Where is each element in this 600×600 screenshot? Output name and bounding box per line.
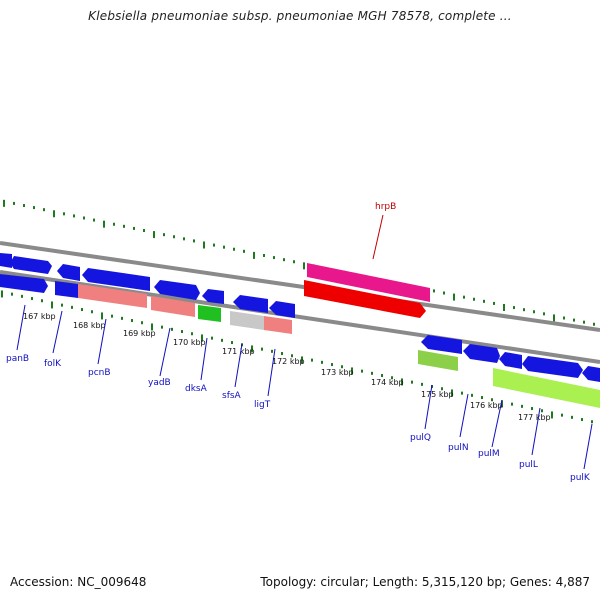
kbp-label: 168 kbp <box>73 321 106 330</box>
kbp-label: 174 kbp <box>371 378 404 387</box>
map-title: Klebsiella pneumoniae subsp. pneumoniae … <box>88 9 512 23</box>
gene-feature <box>230 311 264 330</box>
kbp-label: 171 kbp <box>222 347 255 356</box>
gene-labels: panB folK pcnB yadB dksA sfsA ligT hrpB pulQ pulN… <box>6 202 593 483</box>
gene-feature <box>0 253 12 268</box>
hrpB-feature <box>307 263 430 302</box>
gene-feature <box>264 316 292 334</box>
outer-tick-ring <box>3 199 595 326</box>
gene-leader-line <box>159 327 171 377</box>
gene-feature <box>151 296 195 317</box>
gene-label-pulQ: pulQ <box>410 433 431 443</box>
gene-feature <box>418 350 458 371</box>
gene-label-folK: folK <box>44 359 62 369</box>
forward-strand-features <box>0 253 600 382</box>
gene-feature <box>522 356 583 378</box>
gene-label-pulK: pulK <box>570 473 591 483</box>
gene-label-ligT: ligT <box>254 400 271 410</box>
gene-feature <box>154 280 200 300</box>
gene-label-sfsA: sfsA <box>222 391 242 401</box>
gene-leader-line <box>234 343 243 388</box>
gene-feature <box>0 274 48 293</box>
gene-label-pulN: pulN <box>448 443 469 453</box>
gene-label-pcnB: pcnB <box>88 368 111 378</box>
gene-feature <box>421 335 462 354</box>
gene-feature <box>82 268 150 291</box>
kbp-label: 175 kbp <box>421 390 454 399</box>
gene-feature <box>10 256 52 274</box>
gene-leader-line <box>267 348 276 397</box>
gene-feature <box>55 281 78 298</box>
gene-feature <box>57 264 80 281</box>
gene-label-pulM: pulM <box>478 449 500 459</box>
kbp-label: 169 kbp <box>123 329 156 338</box>
gene-feature <box>582 366 600 382</box>
gene-feature <box>198 305 221 322</box>
accession-label: Accession: NC_009648 <box>10 575 147 589</box>
kbp-label: 176 kbp <box>470 401 503 410</box>
gene-feature <box>202 289 224 304</box>
gene-feature <box>499 352 522 369</box>
reverse-strand-features <box>0 274 600 408</box>
gene-leader-line <box>372 214 384 260</box>
gene-label-pulL: pulL <box>519 460 538 470</box>
inner-tick-ring <box>1 290 593 424</box>
kbp-label: 167 kbp <box>23 312 56 321</box>
kbp-scale-labels: 167 kbp 168 kbp 169 kbp 170 kbp 171 kbp 172 k… <box>23 312 551 422</box>
gene-feature <box>463 344 500 363</box>
gene-leader-line <box>200 337 208 381</box>
kbp-label: 177 kbp <box>518 413 551 422</box>
red-feature <box>304 280 426 318</box>
gene-leader-line <box>491 399 503 448</box>
gene-leader-line <box>424 384 433 430</box>
gene-leader-line <box>531 407 541 456</box>
backbone-outer <box>0 241 600 332</box>
gene-leader-line <box>16 304 26 351</box>
backbone-inner <box>0 270 600 364</box>
gene-feature <box>78 284 147 308</box>
gene-label-panB: panB <box>6 354 29 364</box>
gene-label-yadB: yadB <box>148 378 171 388</box>
gene-leader-line <box>52 310 63 354</box>
kbp-label: 172 kbp <box>272 357 305 366</box>
kbp-label: 170 kbp <box>173 338 206 347</box>
gene-label-dksA: dksA <box>185 384 208 394</box>
gene-feature <box>269 301 295 318</box>
kbp-label: 173 kbp <box>321 368 354 377</box>
genome-summary: Topology: circular; Length: 5,315,120 bp… <box>260 575 590 589</box>
gene-label-hrpB: hrpB <box>375 202 396 212</box>
gene-leader-line <box>459 393 469 438</box>
gene-leader-line <box>583 423 593 470</box>
gene-leader-line <box>97 318 107 365</box>
gene-feature <box>233 295 268 313</box>
gene-feature <box>493 368 600 408</box>
